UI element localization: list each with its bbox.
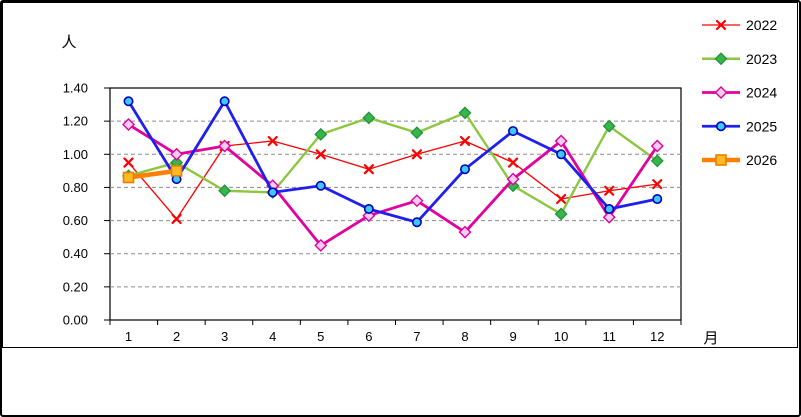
- y-tick-label: 0.40: [63, 246, 88, 261]
- x-tick-label: 8: [461, 329, 468, 344]
- x-tick-label: 6: [365, 329, 372, 344]
- circle-marker: [715, 121, 726, 132]
- diamond-marker: [650, 139, 664, 153]
- circle-marker: [459, 164, 470, 175]
- circle-marker: [556, 149, 567, 160]
- x-axis-title: 月: [703, 330, 718, 347]
- y-tick-label: 0.00: [63, 313, 88, 328]
- circle-marker: [652, 194, 663, 205]
- diamond-marker: [170, 147, 184, 161]
- x-marker: [315, 149, 326, 160]
- x-marker: [604, 185, 615, 196]
- series-line-2023: [127, 111, 659, 216]
- diamond-marker: [458, 106, 472, 120]
- x-tick-label: 10: [554, 329, 568, 344]
- circle-marker: [604, 203, 615, 214]
- circle-marker: [315, 180, 326, 191]
- x-tick-label: 1: [125, 329, 132, 344]
- square-marker: [715, 154, 727, 166]
- x-marker: [459, 135, 471, 147]
- x-tick-label: 4: [269, 329, 276, 344]
- x-tick-label: 7: [413, 329, 420, 344]
- legend-label-2024: 2024: [746, 85, 777, 101]
- legend-label-2026: 2026: [746, 152, 777, 168]
- circle-marker: [411, 217, 422, 228]
- x-marker: [363, 164, 374, 175]
- circle-marker: [219, 96, 230, 107]
- diamond-marker: [602, 210, 616, 224]
- diamond-marker: [714, 86, 728, 99]
- diamond-marker: [506, 172, 520, 186]
- diamond-marker: [218, 184, 232, 198]
- x-tick-label: 2: [173, 329, 180, 344]
- square-marker: [122, 171, 135, 184]
- diamond-marker: [314, 238, 328, 252]
- x-tick-label: 3: [221, 329, 228, 344]
- y-axis-title: 人: [61, 34, 76, 51]
- diamond-marker: [410, 194, 424, 208]
- x-marker: [267, 135, 278, 147]
- chart-generated-content: 0.000.200.400.600.801.001.201.401 2 3 4 5 6 7 8…: [63, 17, 778, 344]
- x-marker: [715, 19, 727, 31]
- x-tick-label: 5: [317, 329, 324, 344]
- diamond-marker: [410, 126, 424, 140]
- y-tick-label: 1.40: [63, 81, 88, 96]
- diamond-marker: [122, 117, 135, 131]
- x-tick-label: 9: [509, 329, 516, 344]
- x-marker: [556, 193, 567, 205]
- diamond-marker: [314, 127, 328, 141]
- y-tick-label: 1.20: [63, 114, 88, 129]
- legend-label-2025: 2025: [746, 118, 777, 134]
- y-tick-label: 1.00: [63, 147, 88, 162]
- legend-label-2023: 2023: [746, 51, 777, 67]
- diamond-marker: [218, 139, 232, 153]
- x-marker: [507, 157, 519, 168]
- series-line-2026: [126, 168, 179, 180]
- circle-marker: [123, 96, 134, 107]
- diamond-marker: [554, 207, 568, 221]
- chart-frame: [2, 2, 798, 348]
- x-marker: [171, 213, 182, 225]
- y-tick-label: 0.20: [63, 279, 88, 294]
- diamond-marker: [650, 154, 664, 168]
- diamond-marker: [714, 52, 728, 66]
- circle-marker: [267, 187, 278, 198]
- diamond-marker: [362, 111, 376, 125]
- series-line-2025: [127, 99, 659, 224]
- y-tick-label: 0.60: [63, 213, 88, 228]
- y-tick-label: 0.80: [63, 180, 88, 195]
- x-marker: [411, 149, 423, 160]
- x-marker: [123, 157, 134, 168]
- x-marker: [652, 179, 663, 190]
- series-line-2024: [127, 123, 659, 247]
- diamond-marker: [602, 119, 616, 133]
- circle-marker: [508, 126, 519, 137]
- circle-marker: [363, 203, 374, 214]
- diamond-marker: [554, 134, 568, 148]
- x-tick-label: 12: [650, 329, 664, 344]
- diamond-marker: [458, 225, 472, 239]
- legend-label-2022: 2022: [746, 17, 777, 33]
- x-tick-label: 11: [602, 329, 616, 344]
- square-marker: [170, 165, 183, 177]
